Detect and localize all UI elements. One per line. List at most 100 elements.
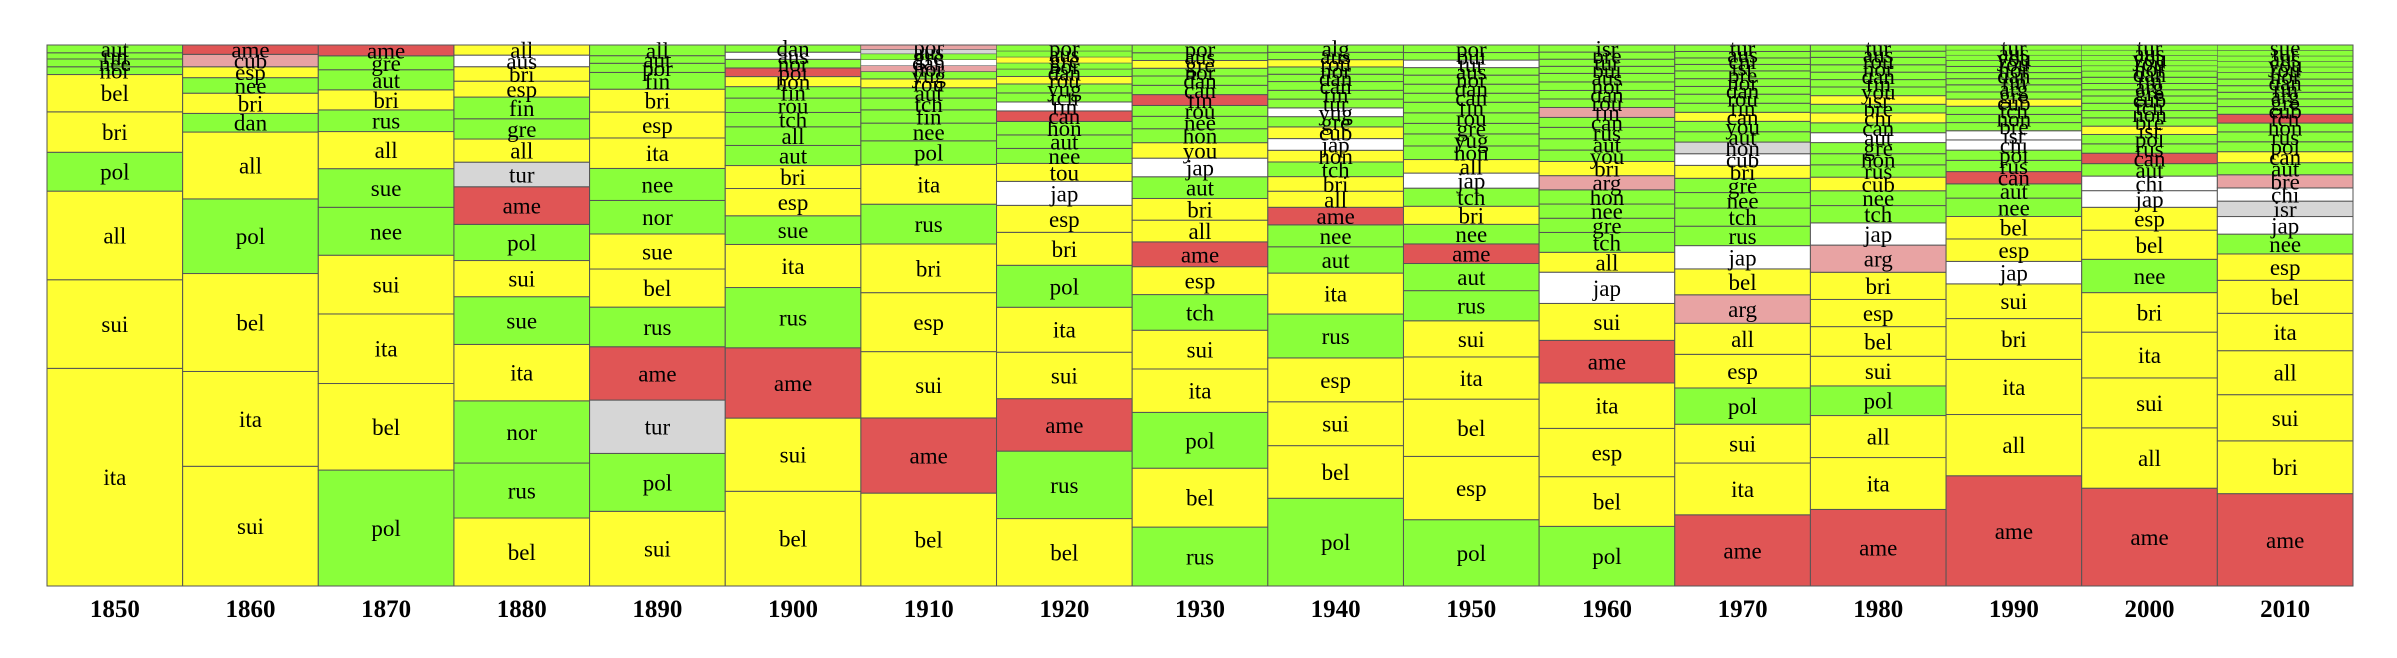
bar-segment xyxy=(1674,294,1811,324)
bar-segment xyxy=(589,452,726,512)
segment-label: sue xyxy=(2270,36,2301,61)
bar-segment xyxy=(1945,358,2083,416)
bar-column-1890: suipolturamerusbelsuenorneeitaespbrifinp… xyxy=(589,38,726,587)
x-axis-labels: 1850 1860 1870 1880 1890 1900 1910 1920 1930 1940… xyxy=(90,596,2310,623)
segment-label: bel xyxy=(101,81,129,106)
segment-label: all xyxy=(1867,425,1890,450)
segment-label: ame xyxy=(1995,519,2033,544)
segment-label: ame xyxy=(910,444,948,469)
segment-label: bri xyxy=(2137,300,2163,325)
segment-label: tch xyxy=(1593,230,1622,255)
bar-segment xyxy=(1267,357,1404,403)
segment-label: aut xyxy=(372,68,401,93)
segment-label: ame xyxy=(2266,528,2304,553)
segment-label: pol xyxy=(371,516,400,541)
bar-segment xyxy=(1402,320,1540,358)
segment-label: pol xyxy=(1321,530,1350,555)
segment-label: bel xyxy=(2000,216,2028,241)
bar-segment xyxy=(1402,290,1540,322)
segment-label: all xyxy=(782,124,805,149)
segment-label: jap xyxy=(1592,276,1621,301)
segment-label: tou xyxy=(1050,160,1080,185)
bar-segment xyxy=(589,306,726,348)
bar-segment xyxy=(996,264,1133,308)
x-tick-label: 1870 xyxy=(361,596,411,623)
segment-label: ame xyxy=(1723,538,1761,563)
segment-label: gre xyxy=(507,117,536,142)
bar-column-1950: polespbelitasuirusautameneebritchjapallh… xyxy=(1402,37,1540,587)
segment-label: sui xyxy=(101,312,128,337)
segment-label: rus xyxy=(1457,294,1485,319)
segment-label: nee xyxy=(1998,195,2030,220)
segment-label: sue xyxy=(371,176,402,201)
segment-label: bel xyxy=(2271,285,2299,310)
bar-segment xyxy=(2216,350,2354,396)
bar-segment xyxy=(453,343,591,402)
segment-label: pol xyxy=(1185,428,1214,453)
segment-label: tch xyxy=(1457,185,1486,210)
segment-label: esp xyxy=(1863,301,1894,326)
segment-label: sui xyxy=(2136,391,2163,416)
bar-segment xyxy=(1131,467,1269,528)
bar-segment xyxy=(996,518,1133,587)
bar-segment xyxy=(317,206,455,256)
segment-label: ame xyxy=(1045,413,1083,438)
segment-label: sui xyxy=(1865,359,1892,384)
bar-segment xyxy=(453,223,591,262)
bar-segment xyxy=(1131,411,1269,469)
x-tick-label: 1860 xyxy=(225,596,275,623)
bar-segment xyxy=(1131,294,1269,331)
x-tick-label: 1930 xyxy=(1175,596,1225,623)
bar-segment xyxy=(589,346,726,401)
bar-segment xyxy=(1267,401,1404,447)
bar-segment xyxy=(1809,508,1947,587)
segment-label: nee xyxy=(641,172,673,197)
bar-segment xyxy=(2081,258,2218,294)
bar-segment xyxy=(1267,313,1404,359)
segment-label: sui xyxy=(2272,406,2299,431)
segment-label: sui xyxy=(1051,363,1078,388)
segment-label: pol xyxy=(1457,541,1486,566)
segment-label: ame xyxy=(1316,204,1354,229)
segment-label: bri xyxy=(780,165,806,190)
segment-label: ame xyxy=(367,38,405,63)
x-tick-label: 2000 xyxy=(2125,596,2175,623)
bar-segment xyxy=(2081,377,2218,429)
x-tick-label: 1910 xyxy=(904,596,954,623)
bar-segment xyxy=(2216,394,2354,442)
bar-column-1920: belrusamesuiitapolbriespjaptouneeauthonc… xyxy=(996,36,1133,587)
segment-label: jap xyxy=(1185,155,1214,180)
bar-column-1910: belamesuiespbrirusitapolneefintchautrouy… xyxy=(860,35,998,587)
segment-label: all xyxy=(1189,219,1212,244)
segment-label: pol xyxy=(914,141,943,166)
bar-segment xyxy=(453,400,591,464)
segment-label: bel xyxy=(236,310,264,335)
segment-label: rus xyxy=(643,315,671,340)
segment-label: jap xyxy=(1728,245,1757,270)
bar-segment xyxy=(1538,525,1676,587)
segment-label: bel xyxy=(779,527,807,552)
bar-segment xyxy=(317,383,455,471)
segment-label: pol xyxy=(100,160,129,185)
bar-segment xyxy=(1131,329,1269,370)
bar-column-2000: ameallsuiitabrineebelespjapchiautcanrusp… xyxy=(2081,36,2218,587)
segment-label: all xyxy=(646,38,669,63)
segment-label: ita xyxy=(1324,282,1347,307)
bar-segment xyxy=(860,492,998,587)
segment-label: ita xyxy=(375,337,398,362)
bar-segment xyxy=(182,198,319,275)
bar-segment xyxy=(46,111,184,153)
segment-label: sui xyxy=(915,373,942,398)
bar-segment xyxy=(1538,427,1676,478)
segment-label: bel xyxy=(2135,233,2163,258)
segment-label: ita xyxy=(2274,320,2297,345)
segment-label: ita xyxy=(646,141,669,166)
bar-segment xyxy=(317,313,455,385)
segment-label: tur xyxy=(509,162,535,187)
x-tick-label: 1940 xyxy=(1311,596,1361,623)
segment-label: bri xyxy=(2272,455,2298,480)
segment-label: por xyxy=(1185,37,1216,62)
segment-label: all xyxy=(375,138,398,163)
segment-label: bri xyxy=(238,91,264,116)
